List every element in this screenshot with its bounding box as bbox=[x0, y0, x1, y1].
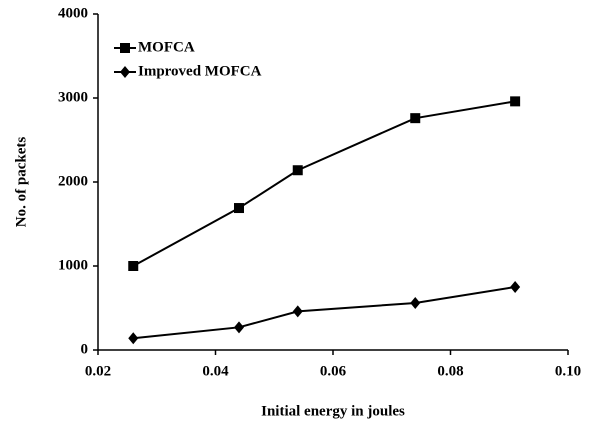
y-tick-label: 0 bbox=[81, 341, 89, 357]
x-tick-label: 0.08 bbox=[437, 363, 463, 379]
x-tick-label: 0.02 bbox=[85, 363, 111, 379]
point bbox=[410, 113, 421, 124]
legend-label: Improved MOFCA bbox=[138, 63, 262, 79]
series-line bbox=[133, 286, 516, 340]
x-axis-label: Initial energy in joules bbox=[261, 403, 405, 419]
point bbox=[128, 261, 139, 271]
legend-marker bbox=[120, 66, 130, 78]
y-tick-label: 3000 bbox=[58, 89, 88, 105]
y-axis-label: No. of packets bbox=[13, 137, 29, 228]
x-tick-label: 0.06 bbox=[320, 363, 347, 379]
point bbox=[292, 305, 303, 318]
legend-marker bbox=[120, 43, 130, 53]
series-line bbox=[132, 100, 516, 267]
point bbox=[510, 281, 521, 293]
x-tick-label: 0.04 bbox=[202, 363, 229, 379]
point bbox=[128, 332, 139, 345]
point bbox=[410, 296, 421, 309]
legend-label: MOFCA bbox=[138, 39, 195, 55]
point bbox=[510, 96, 521, 107]
y-tick-label: 1000 bbox=[58, 257, 88, 273]
y-tick-label: 2000 bbox=[58, 173, 88, 189]
y-tick-label: 4000 bbox=[58, 5, 88, 21]
x-tick-label: 0.10 bbox=[555, 363, 581, 379]
point bbox=[234, 203, 244, 214]
point bbox=[234, 321, 244, 334]
point bbox=[292, 165, 303, 176]
